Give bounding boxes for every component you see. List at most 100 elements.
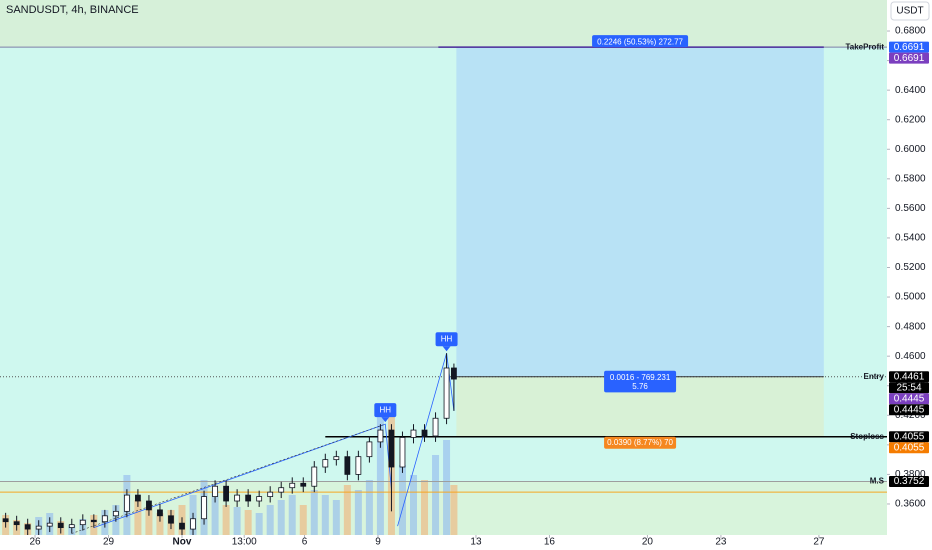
annotation-label: HH (380, 405, 392, 414)
time-axis-panel (0, 535, 887, 550)
price-badge-label: 0.4445 (894, 393, 925, 404)
candle-body (190, 518, 196, 530)
candle-body (57, 522, 64, 529)
candle-body (46, 522, 53, 527)
entry-info: 5.76 (632, 382, 648, 391)
volume-bar (398, 465, 406, 535)
volume-bar (266, 505, 274, 535)
position-line-label: TakeProfit (845, 42, 884, 51)
candle-body (267, 491, 274, 497)
volume-bar (376, 415, 384, 535)
price-axis-panel (887, 0, 932, 550)
price-badge-label: 0.6691 (894, 53, 925, 64)
volume-bar (450, 485, 458, 535)
currency-label[interactable]: USDT (896, 6, 923, 17)
volume-bar (299, 505, 307, 535)
price-badge (889, 382, 929, 394)
price-badge (889, 476, 929, 487)
candle-body (234, 494, 241, 502)
candle-body (90, 519, 97, 523)
candle-body (146, 500, 152, 511)
price-badge (889, 404, 929, 416)
position-line-label: Stoploss (850, 432, 884, 441)
trend-line (71, 423, 386, 534)
x-tick-label: Nov (173, 537, 192, 548)
position-line-label: Entry (864, 372, 885, 381)
entry-info-box (604, 370, 677, 393)
annotation-box (374, 403, 397, 418)
candle-body (344, 456, 351, 475)
price-badge (889, 41, 929, 53)
volume-bar (343, 485, 351, 535)
axes: 0.36000.38000.40000.42000.44000.46000.48… (29, 26, 929, 548)
candle-body (278, 487, 285, 493)
candle-body (410, 429, 417, 438)
annotation-pointer (442, 346, 451, 352)
price-badge-label: 0.3752 (894, 476, 925, 487)
candle-body (112, 510, 119, 517)
currency-button[interactable] (890, 1, 930, 21)
price-badge-label: 0.4461 (894, 371, 925, 382)
candle-body (432, 417, 439, 437)
candle-body (135, 494, 141, 502)
volume-bar (443, 440, 451, 535)
candle-body (333, 456, 340, 461)
price-badge-label: 0.6691 (894, 42, 925, 53)
candle-body (443, 367, 450, 419)
candle-body (355, 456, 362, 475)
y-tick-label: 0.3800 (895, 469, 926, 480)
volume-bar (409, 475, 417, 535)
volume-bar (233, 507, 241, 535)
x-tick-label: 9 (375, 537, 381, 548)
price-badge (889, 371, 929, 383)
stop-loss-info-box (604, 436, 677, 449)
annotation-label: HH (441, 334, 453, 343)
candle-body (289, 482, 296, 489)
candle-body (322, 459, 329, 468)
candle-body (79, 519, 86, 526)
candle-body (451, 367, 457, 380)
candle-body (2, 518, 9, 523)
price-badge-label: 0.4445 (894, 404, 925, 415)
x-tick-label: 27 (813, 537, 825, 548)
y-tick-label: 0.3600 (895, 499, 926, 510)
price-badge (889, 52, 929, 64)
profit-zone (456, 47, 824, 377)
x-tick-label: 23 (715, 537, 727, 548)
candle-body (311, 466, 318, 487)
x-tick-label: 13 (470, 537, 482, 548)
candle-body (35, 525, 42, 530)
volume-bar (222, 505, 230, 535)
candle-body (168, 515, 174, 524)
y-tick-label: 0.5400 (895, 233, 926, 244)
volume-bar (134, 500, 142, 535)
candle-body (256, 496, 263, 502)
y-tick-label: 0.5800 (895, 173, 926, 184)
volume-bar (156, 513, 164, 535)
y-tick-label: 0.4200 (895, 410, 926, 421)
x-tick-label: 20 (642, 537, 654, 548)
level-label: M.S (870, 477, 885, 486)
annotation-box (435, 332, 458, 347)
y-tick-label: 0.6200 (895, 114, 926, 125)
volume-bar (277, 500, 285, 535)
candle-body (300, 482, 307, 487)
take-profit-info: 0.2246 (50.53%) 272.77 (597, 37, 683, 46)
volume-bar (321, 495, 329, 535)
candle-body (157, 509, 163, 517)
candle-body (399, 437, 406, 468)
volume-bar (288, 495, 296, 535)
volume-bar (432, 455, 440, 535)
y-tick-label: 0.6400 (895, 85, 926, 96)
candle-body (101, 515, 108, 523)
y-tick-label: 0.6800 (895, 26, 926, 37)
entry-info: 0.0016 - 769.231 (610, 373, 671, 382)
volume-bar (421, 480, 429, 535)
volume-bar (332, 500, 340, 535)
stop-loss-info: 0.0390 (8.77%) 70 (607, 438, 673, 447)
candle-body (68, 524, 75, 529)
candle-body (421, 429, 428, 437)
price-badge-label: 0.4055 (894, 431, 925, 442)
y-tick-label: 0.5600 (895, 203, 926, 214)
